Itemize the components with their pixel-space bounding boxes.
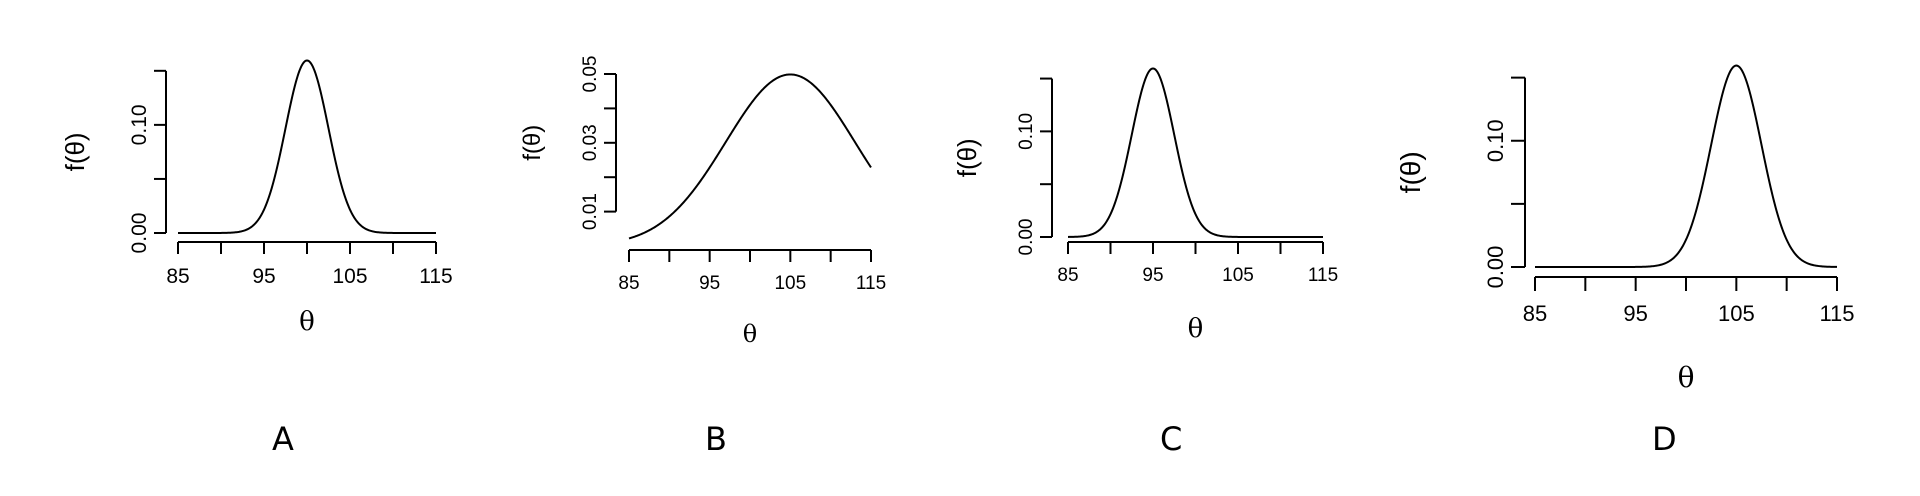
- density-curve-b: [628, 73, 872, 240]
- y-tick-label-b: 0.05: [580, 56, 601, 93]
- x-tick-label-d: 85: [1523, 301, 1547, 326]
- x-tick-label-c: 85: [1057, 265, 1078, 286]
- y-axis-label-c: f(θ): [952, 138, 982, 177]
- x-tick-label-d: 105: [1718, 301, 1755, 326]
- x-tick-label-b: 95: [699, 273, 720, 294]
- panel-label-d: D: [1652, 420, 1677, 458]
- panel-label-a: A: [272, 420, 294, 458]
- y-tick-label-b: 0.03: [580, 124, 601, 161]
- y-axis-label-d: f(θ): [1395, 151, 1426, 193]
- density-curve-a: [178, 59, 436, 234]
- y-axis-label-a: f(θ): [60, 132, 90, 171]
- x-tick-label-c: 95: [1142, 265, 1163, 286]
- x-axis-label-b: θ: [743, 320, 757, 348]
- x-tick-label-d: 95: [1623, 301, 1647, 326]
- y-tick-label-a: 0.10: [128, 104, 151, 145]
- x-tick-label-a: 115: [419, 265, 452, 288]
- y-tick-label-b: 0.01: [580, 193, 601, 230]
- y-tick-label-d: 0.10: [1483, 119, 1508, 162]
- density-curve-d: [1535, 64, 1838, 268]
- density-curve-c: [1067, 67, 1323, 238]
- y-tick-label-d: 0.00: [1483, 246, 1508, 289]
- x-tick-label-b: 105: [774, 273, 806, 294]
- y-tick-label-c: 0.00: [1016, 219, 1037, 256]
- y-tick-label-c: 0.10: [1016, 113, 1037, 150]
- x-tick-label-a: 85: [166, 265, 189, 288]
- x-axis-label-d: θ: [1678, 361, 1695, 394]
- x-tick-label-b: 115: [856, 273, 886, 294]
- x-tick-label-a: 95: [252, 265, 275, 288]
- y-tick-label-a: 0.00: [128, 213, 151, 254]
- x-tick-label-c: 105: [1222, 265, 1254, 286]
- x-tick-label-c: 115: [1308, 265, 1338, 286]
- y-axis-label-b: f(θ): [519, 125, 546, 161]
- panel-label-c: C: [1160, 420, 1183, 458]
- x-tick-label-d: 115: [1819, 301, 1854, 326]
- x-axis-label-c: θ: [1188, 314, 1204, 344]
- x-tick-label-a: 105: [332, 265, 367, 288]
- x-tick-label-b: 85: [618, 273, 639, 294]
- x-axis-label-a: θ: [299, 307, 315, 337]
- panel-label-b: B: [705, 420, 727, 458]
